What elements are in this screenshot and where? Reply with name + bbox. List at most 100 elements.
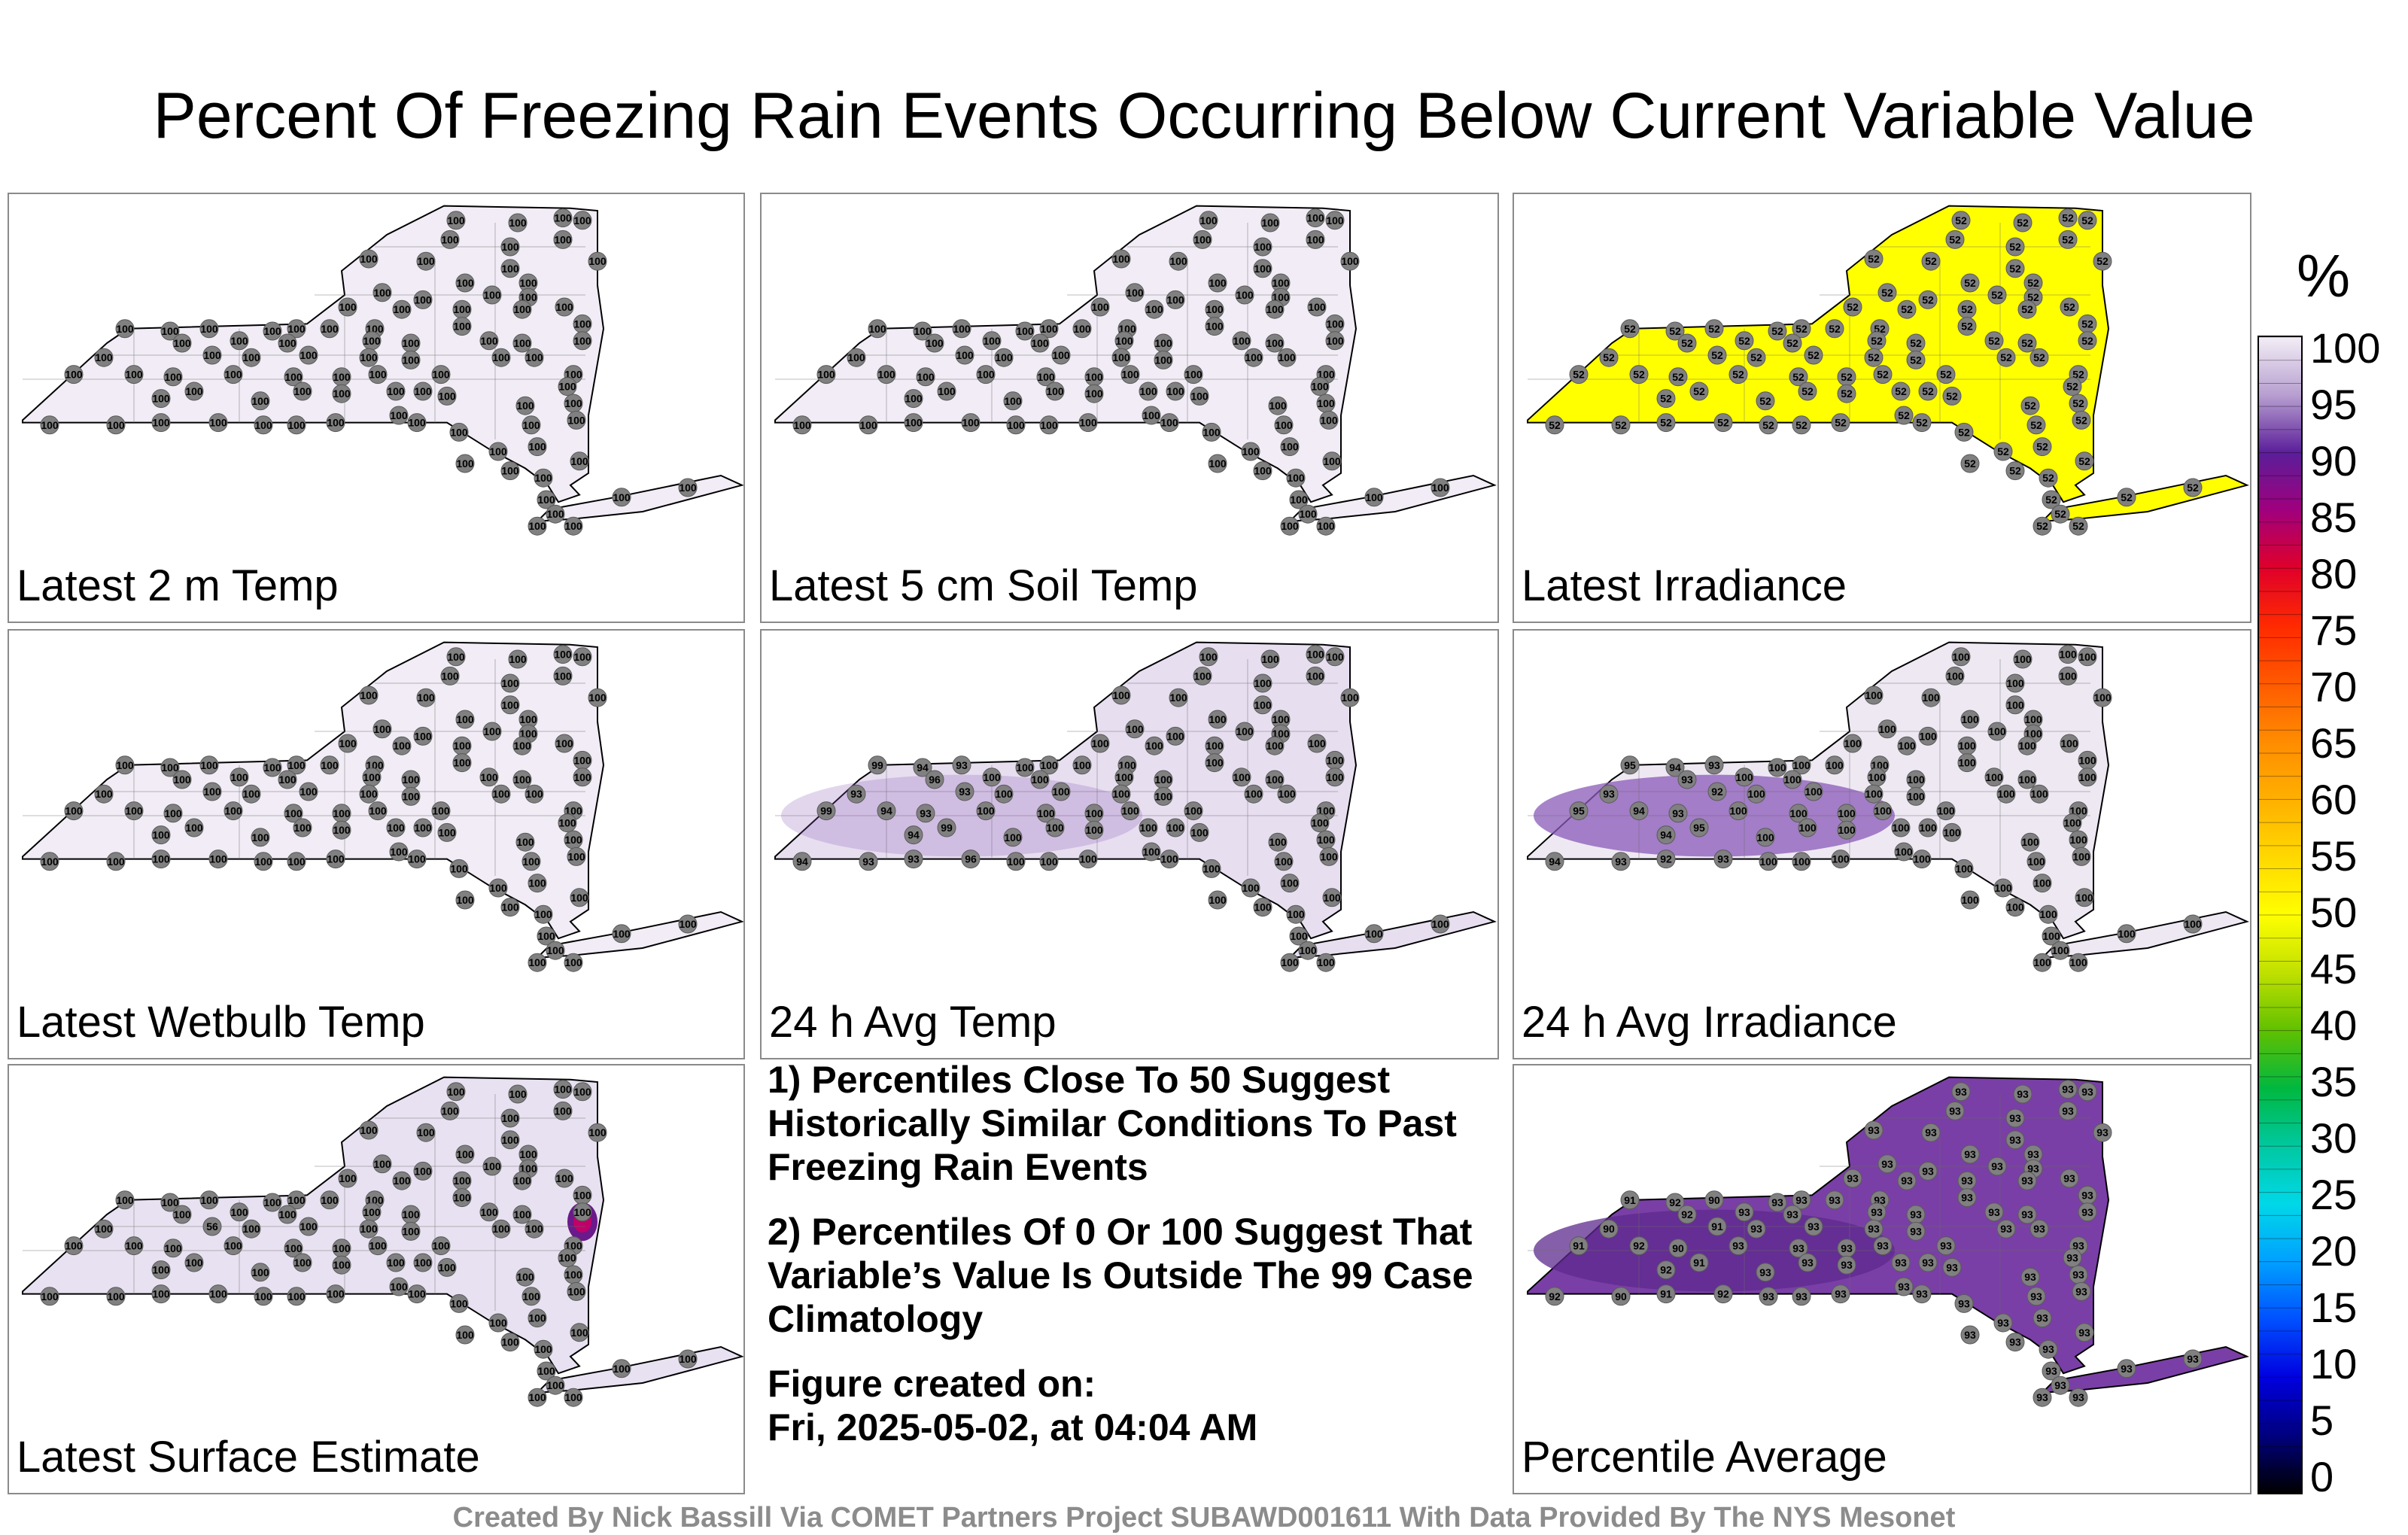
station-value: 99: [820, 805, 832, 817]
station-value: 94: [917, 761, 929, 774]
station-marker: 100: [488, 442, 508, 461]
station-marker: 100: [332, 804, 351, 823]
station-value: 100: [528, 956, 546, 968]
station-dot: [1039, 755, 1059, 775]
station-marker: 100: [287, 852, 306, 871]
station-marker: 100: [612, 924, 631, 944]
station-marker: 100: [816, 365, 836, 385]
station-dot: [1921, 688, 1941, 707]
station-value: 100: [200, 323, 218, 335]
station-value: 94: [1669, 761, 1681, 774]
station-value: 100: [1184, 369, 1202, 381]
station-marker: 100: [251, 828, 270, 847]
station-marker: 100: [553, 666, 573, 685]
station-dot: [1545, 1287, 1564, 1306]
station-value: 100: [1007, 419, 1025, 431]
station-dot: [2093, 1123, 2112, 1142]
station-value: 100: [1254, 677, 1272, 689]
station-marker: 100: [413, 290, 433, 309]
station-value: 52: [1681, 337, 1693, 349]
station-dot: [1036, 367, 1056, 387]
station-value: 100: [1306, 670, 1324, 682]
station-dot: [952, 755, 971, 775]
station-dot: [488, 1313, 508, 1333]
station-marker: 100: [1265, 736, 1285, 755]
station-dot: [2060, 734, 2079, 753]
station-marker: 94: [913, 758, 932, 777]
station-marker: 94: [1629, 801, 1649, 821]
station-marker: 100: [1072, 755, 1092, 775]
station-marker: 100: [2078, 768, 2097, 787]
station-marker: 100: [994, 348, 1014, 367]
station-value: 93: [2072, 1269, 2084, 1281]
station-marker: 52: [2069, 394, 2088, 413]
station-marker: 100: [1906, 786, 1926, 806]
station-marker: 100: [1260, 649, 1280, 669]
station-value: 100: [480, 335, 498, 347]
station-marker: 100: [500, 237, 520, 257]
station-value: 52: [1949, 233, 1961, 245]
station-marker: 93: [2017, 1205, 2037, 1224]
station-dot: [431, 1236, 451, 1256]
station-value: 93: [2054, 1379, 2066, 1391]
station-value: 100: [1209, 457, 1227, 470]
station-value: 100: [501, 1134, 519, 1146]
station-value: 100: [1160, 853, 1178, 865]
station-value: 100: [555, 1172, 573, 1184]
station-dot: [1906, 350, 1926, 369]
station-marker: 93: [2023, 1144, 2043, 1164]
station-marker: 52: [1894, 406, 1914, 425]
station-marker: 100: [1864, 784, 1884, 804]
station-value: 100: [456, 713, 474, 725]
station-dot: [1668, 804, 1688, 823]
station-marker: 100: [1241, 442, 1260, 461]
station-marker: 100: [1139, 381, 1158, 401]
station-marker: 93: [1867, 1202, 1887, 1222]
station-marker: 100: [208, 413, 228, 433]
station-marker: 100: [1120, 365, 1140, 385]
station-dot: [2069, 516, 2088, 536]
station-dot: [199, 755, 219, 775]
station-dot: [1084, 384, 1104, 403]
station-value: 100: [414, 293, 432, 305]
station-value: 100: [1115, 335, 1133, 347]
station-marker: 93: [2058, 1101, 2078, 1120]
station-value: 100: [387, 822, 405, 834]
station-value: 100: [1326, 318, 1344, 330]
station-value: 93: [1988, 1206, 2000, 1218]
station-value: 100: [2006, 699, 2024, 711]
station-marker: 100: [1253, 237, 1272, 257]
station-marker: 92: [1707, 782, 1727, 801]
station-dot: [2117, 924, 2136, 944]
station-value: 100: [995, 351, 1013, 363]
station-value: 100: [2059, 670, 2077, 682]
station-marker: 100: [401, 333, 421, 353]
station-value: 100: [441, 670, 459, 682]
station-marker: 93: [1921, 1123, 1941, 1142]
station-dot: [573, 768, 592, 787]
station-dot: [163, 1239, 183, 1258]
station-value: 52: [1964, 277, 1976, 289]
station-dot: [359, 685, 379, 705]
station-marker: 52: [1620, 319, 1640, 339]
station-dot: [2060, 297, 2079, 317]
station-value: 100: [1317, 397, 1335, 409]
station-dot: [524, 784, 544, 804]
station-value: 100: [1145, 303, 1163, 315]
station-marker: 100: [573, 768, 592, 787]
station-dot: [2063, 377, 2082, 397]
station-value: 100: [1308, 737, 1326, 749]
station-value: 93: [1708, 759, 1720, 771]
station-value: 100: [528, 1312, 546, 1324]
station-dot: [555, 297, 574, 317]
station-dot: [877, 801, 896, 821]
station-value: 52: [1841, 388, 1853, 400]
station-dot: [1798, 1253, 1817, 1272]
station-marker: 52: [1906, 350, 1926, 369]
station-marker: 94: [792, 852, 812, 871]
station-marker: 100: [160, 1193, 180, 1212]
station-value: 100: [278, 774, 296, 786]
station-marker: 100: [1319, 410, 1339, 430]
station-marker: 92: [1656, 850, 1676, 869]
station-value: 52: [2081, 335, 2093, 347]
